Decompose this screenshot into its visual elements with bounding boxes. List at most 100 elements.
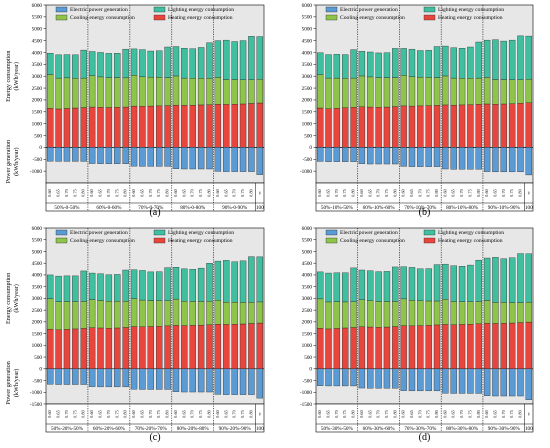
bar-cooling-energy-consumption — [248, 79, 255, 104]
bar-lighting-energy-consumption — [500, 258, 507, 303]
bar-lighting-energy-consumption — [197, 47, 205, 79]
bar-heating-energy-consumption — [164, 325, 171, 369]
bar-lighting-energy-consumption — [325, 54, 332, 79]
group-label: 70%-30%-70% — [404, 426, 437, 432]
bar-electric-power-generation — [80, 147, 87, 162]
bar-electric-power-generation — [164, 147, 171, 167]
bar-cooling-energy-consumption — [508, 79, 516, 104]
bar-cooling-energy-consumption — [239, 302, 247, 325]
bar-heating-energy-consumption — [172, 325, 180, 369]
y-tick-label: 3500 — [32, 284, 43, 290]
bar-heating-energy-consumption — [189, 325, 196, 369]
bar-heating-energy-consumption — [88, 106, 96, 148]
bar-lighting-energy-consumption — [475, 41, 482, 79]
bar-heating-energy-consumption — [248, 103, 255, 148]
y-tick-label: 4500 — [32, 38, 43, 44]
bar-lighting-energy-consumption — [316, 52, 324, 75]
x-tick-label: 0.75 — [198, 188, 203, 196]
x-tick-label: 0.70 — [417, 409, 422, 417]
bar-electric-power-generation — [392, 147, 399, 165]
bar-heating-energy-consumption — [63, 108, 71, 148]
y-tick-label: 5500 — [32, 15, 43, 21]
legend-swatch — [55, 14, 68, 21]
bar-electric-power-generation — [492, 368, 499, 397]
bar-heating-energy-consumption — [517, 103, 524, 148]
y-tick-label: 2000 — [302, 98, 313, 104]
bar-electric-power-generation — [483, 368, 491, 396]
bar-heating-energy-consumption — [417, 105, 424, 148]
bar-lighting-energy-consumption — [333, 272, 341, 302]
x-tick-label: ∞ — [257, 191, 262, 194]
plot-area — [45, 227, 265, 405]
bar-cooling-energy-consumption — [181, 301, 188, 326]
legend-entry: Heating energy consumption — [168, 15, 233, 21]
x-tick-label: 0.60 — [131, 409, 136, 417]
bar-electric-power-generation — [189, 147, 196, 170]
bar-electric-power-generation — [97, 147, 104, 164]
bar-cooling-energy-consumption — [97, 76, 104, 108]
group-label: 80%-20%-80% — [177, 426, 210, 432]
legend-swatch — [55, 237, 68, 244]
bar-heating-energy-consumption — [375, 107, 382, 148]
bar-cooling-energy-consumption — [500, 302, 507, 324]
bar-cooling-energy-consumption — [239, 79, 247, 105]
legend: Electric power generation Lighting energy… — [325, 229, 504, 244]
y-tick-label: 5000 — [302, 249, 313, 255]
bar-lighting-energy-consumption — [383, 52, 391, 78]
y-tick-label: 1500 — [32, 110, 43, 116]
legend: Electric power generation Lighting energy… — [55, 6, 234, 21]
bar-cooling-energy-consumption — [256, 79, 264, 104]
x-tick-label: 0.65 — [56, 188, 61, 196]
x-tick-label: 0.60 — [401, 188, 406, 196]
legend-swatch — [423, 6, 436, 13]
bar-lighting-energy-consumption — [517, 253, 524, 303]
x-tick-label: 0.80 — [351, 409, 356, 417]
bar-lighting-energy-consumption — [105, 53, 113, 78]
y-tick-label: 4500 — [302, 261, 313, 267]
bar-electric-power-generation — [367, 368, 374, 389]
bar-cooling-energy-consumption — [80, 77, 87, 108]
bar-electric-power-generation — [525, 147, 533, 176]
bar-cooling-energy-consumption — [325, 77, 332, 109]
bar-electric-power-generation — [467, 368, 474, 394]
bar-lighting-energy-consumption — [458, 48, 466, 79]
x-tick-label: 0.70 — [459, 409, 464, 417]
bar-electric-power-generation — [367, 147, 374, 165]
bar-cooling-energy-consumption — [392, 301, 399, 327]
bar-lighting-energy-consumption — [55, 54, 62, 79]
y-tick-label: -1500 — [30, 402, 43, 408]
bar-electric-power-generation — [105, 147, 113, 164]
bar-lighting-energy-consumption — [400, 266, 407, 300]
bar-cooling-energy-consumption — [508, 302, 516, 324]
bar-lighting-energy-consumption — [333, 54, 341, 79]
y-tick-label: 3500 — [302, 284, 313, 290]
bar-electric-power-generation — [450, 147, 457, 170]
bar-electric-power-generation — [425, 368, 432, 392]
bar-heating-energy-consumption — [214, 324, 222, 369]
bar-heating-energy-consumption — [316, 328, 324, 369]
x-tick-label: 0.60 — [173, 409, 178, 417]
x-tick-label: 0.70 — [501, 188, 506, 196]
y-tick-label: 4000 — [32, 50, 43, 56]
bar-electric-power-generation — [350, 147, 357, 162]
legend-swatch — [325, 14, 338, 21]
bar-heating-energy-consumption — [467, 104, 474, 148]
bar-electric-power-generation — [214, 368, 222, 395]
x-tick-label: 0.60 — [359, 188, 364, 196]
bar-cooling-energy-consumption — [214, 77, 222, 105]
bar-lighting-energy-consumption — [525, 35, 533, 80]
bar-cooling-energy-consumption — [164, 300, 171, 327]
bar-cooling-energy-consumption — [408, 76, 416, 107]
bar-electric-power-generation — [508, 147, 516, 173]
group-label: 90%-0-90% — [222, 205, 248, 211]
bar-electric-power-generation — [458, 368, 466, 394]
bar-lighting-energy-consumption — [114, 274, 121, 302]
x-tick-label: 0.60 — [317, 188, 322, 196]
bar-electric-power-generation — [483, 147, 491, 172]
bar-electric-power-generation — [122, 368, 129, 388]
bar-heating-energy-consumption — [483, 103, 491, 148]
bar-electric-power-generation — [400, 368, 407, 391]
y-tick-label: 500 — [304, 355, 312, 361]
bar-cooling-energy-consumption — [55, 77, 62, 110]
bar-lighting-energy-consumption — [367, 51, 374, 78]
